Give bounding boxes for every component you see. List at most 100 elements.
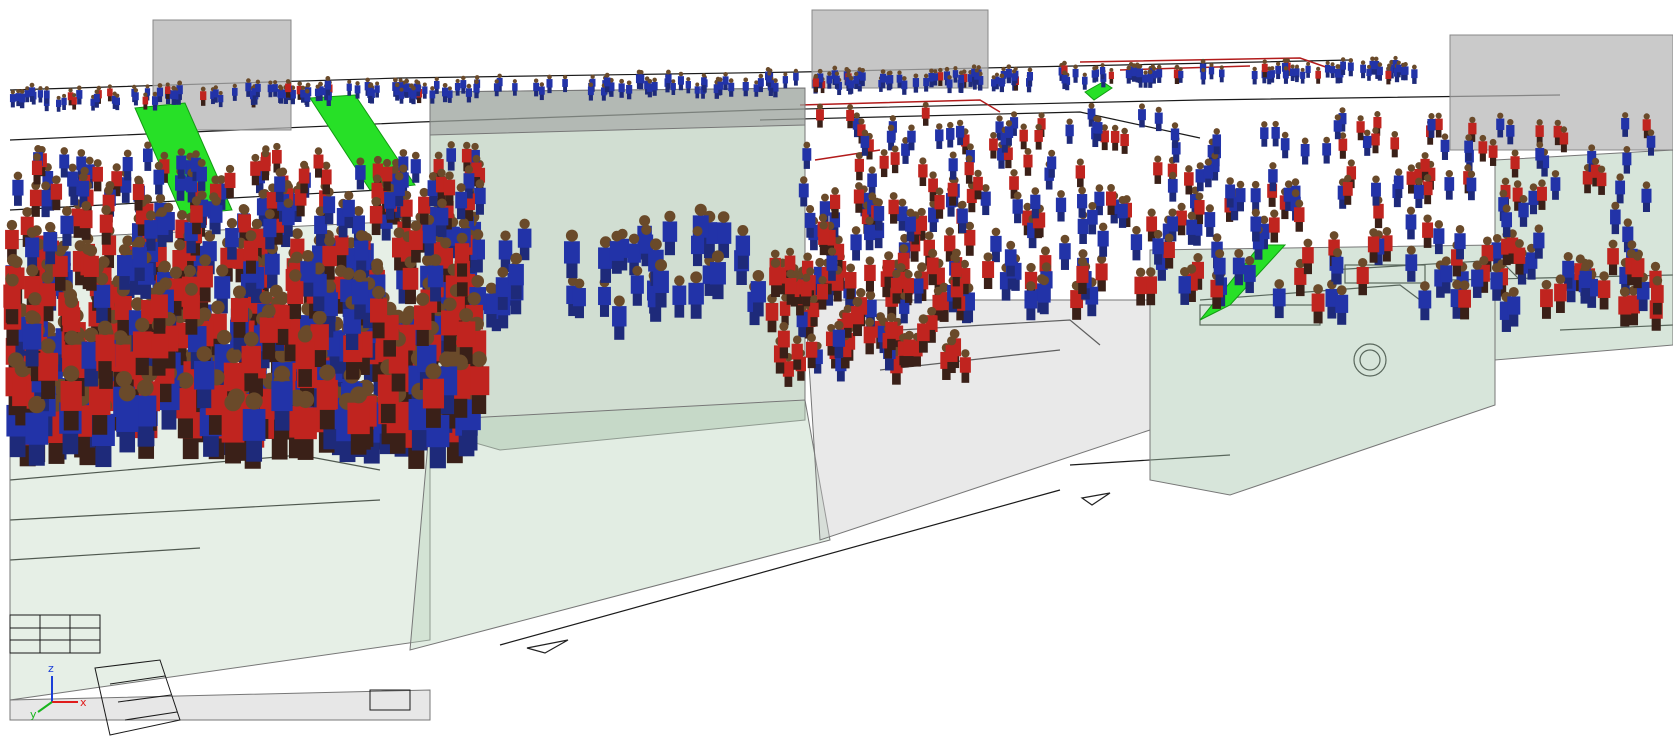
- agent: [917, 314, 930, 353]
- agent: [1406, 164, 1417, 194]
- agent: [471, 154, 482, 187]
- agent: [342, 190, 355, 229]
- agent: [144, 210, 158, 251]
- agent: [653, 259, 669, 308]
- agent: [60, 206, 74, 246]
- agent: [418, 187, 431, 225]
- agent: [688, 271, 704, 319]
- agent: [1464, 134, 1473, 161]
- agent: [918, 157, 928, 187]
- agent: [1390, 130, 1400, 158]
- agent: [1138, 103, 1146, 128]
- agent: [1488, 138, 1498, 166]
- agent: [79, 200, 93, 240]
- agent: [176, 148, 187, 179]
- agent: [294, 390, 317, 460]
- agent: [1087, 201, 1098, 235]
- agent: [982, 252, 995, 289]
- agent: [272, 142, 282, 173]
- agent: [1004, 120, 1014, 146]
- agent: [1047, 149, 1057, 178]
- agent: [1011, 69, 1017, 86]
- agent: [446, 141, 457, 171]
- agent: [1356, 258, 1369, 296]
- agent: [1510, 149, 1520, 178]
- agent: [300, 85, 306, 103]
- agent: [1077, 186, 1088, 218]
- agent: [1005, 64, 1012, 84]
- agent: [322, 235, 337, 280]
- agent: [1506, 118, 1515, 145]
- agent: [355, 157, 366, 190]
- agent: [433, 151, 444, 183]
- agent: [994, 72, 1000, 90]
- agent: [310, 310, 329, 368]
- agent: [1302, 238, 1314, 275]
- agent: [1293, 199, 1305, 232]
- agent: [221, 393, 245, 464]
- agent: [132, 175, 145, 211]
- agent: [1243, 256, 1256, 294]
- agent: [1163, 233, 1175, 269]
- agent: [971, 64, 978, 83]
- agent: [52, 244, 68, 291]
- agent: [394, 82, 401, 101]
- agent: [354, 230, 369, 274]
- agent: [441, 297, 459, 352]
- agent: [1440, 133, 1450, 160]
- agent: [1631, 251, 1644, 289]
- agent: [134, 379, 157, 447]
- z-axis-label: z: [48, 662, 54, 675]
- agent: [29, 181, 42, 217]
- agent: [142, 92, 149, 110]
- agent: [165, 82, 171, 99]
- agent: [60, 365, 82, 431]
- agent: [782, 72, 788, 89]
- agent: [1371, 175, 1381, 206]
- agent: [1087, 102, 1096, 127]
- agent: [1554, 274, 1567, 313]
- agent: [1065, 118, 1074, 144]
- agent: [989, 132, 998, 159]
- agent: [854, 152, 864, 181]
- agent: [1371, 127, 1380, 154]
- agent: [12, 171, 24, 206]
- agent: [932, 69, 939, 86]
- agent: [901, 137, 910, 164]
- agent: [1194, 192, 1205, 225]
- agent: [612, 295, 627, 340]
- agent: [512, 79, 518, 96]
- agent: [1012, 191, 1023, 224]
- agent: [1610, 201, 1621, 235]
- agent: [886, 124, 896, 151]
- agent: [1072, 64, 1079, 83]
- agent: [114, 93, 120, 111]
- agent: [1009, 169, 1019, 199]
- agent: [1120, 127, 1129, 154]
- agent: [1325, 279, 1339, 319]
- agent: [151, 91, 159, 111]
- agent: [1300, 67, 1306, 84]
- agent: [932, 286, 944, 321]
- agent: [133, 88, 139, 106]
- agent: [285, 79, 292, 98]
- agent: [864, 216, 876, 251]
- agent: [457, 308, 476, 364]
- agent: [964, 155, 974, 184]
- agent: [808, 295, 820, 327]
- agent: [473, 79, 480, 99]
- agent: [1026, 67, 1034, 87]
- agent: [639, 224, 654, 267]
- agent: [1369, 56, 1376, 75]
- agent: [1125, 65, 1132, 84]
- agent: [433, 76, 440, 94]
- agent: [1178, 67, 1184, 83]
- agent: [851, 297, 864, 337]
- agent: [1152, 229, 1164, 265]
- agent: [1110, 124, 1120, 151]
- agent: [155, 207, 169, 247]
- agent: [1100, 124, 1109, 151]
- y-axis-line: [37, 701, 53, 713]
